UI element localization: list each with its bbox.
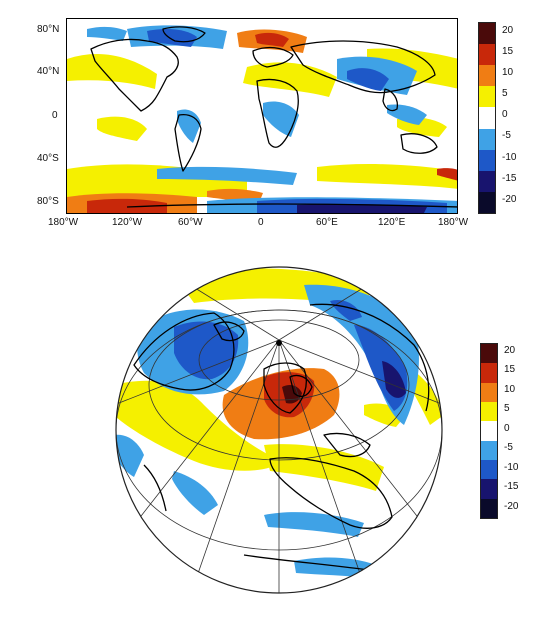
- colorbar-swatch: [479, 128, 495, 150]
- colorbar-swatch: [481, 479, 497, 499]
- lon-label-60w: 60°W: [178, 217, 203, 228]
- lat-label-40s: 40°S: [37, 153, 59, 164]
- equirectangular-map: [66, 18, 458, 214]
- colorbar-bottom-tick: -10: [504, 462, 519, 473]
- globe-svg: [115, 266, 443, 594]
- colorbar-swatch: [481, 498, 497, 518]
- colorbar-bottom-tick: 5: [504, 403, 510, 414]
- polar-globe-map: [114, 265, 444, 595]
- colorbar-swatch: [479, 23, 495, 45]
- lon-label-120e: 120°E: [378, 217, 406, 228]
- lon-label-0: 0: [258, 217, 264, 228]
- colorbar-swatch: [479, 44, 495, 66]
- colorbar-bottom-tick: 15: [504, 364, 516, 375]
- colorbar-bottom-tick: 10: [504, 384, 516, 395]
- colorbar-top-tick: 0: [502, 109, 508, 120]
- colorbar-bottom-tick: -20: [504, 501, 519, 512]
- colorbar-swatch: [481, 460, 497, 480]
- colorbar-top-tick: -5: [502, 130, 511, 141]
- lon-label-60e: 60°E: [316, 217, 338, 228]
- map-field-svg: [67, 25, 457, 213]
- colorbar-top-tick: 10: [502, 67, 514, 78]
- colorbar-swatch: [481, 382, 497, 402]
- lat-label-0: 0: [52, 110, 58, 121]
- colorbar-bottom-swatches: [480, 343, 498, 519]
- colorbar-swatch: [479, 170, 495, 192]
- lon-label-180w: 180°W: [48, 217, 79, 228]
- colorbar-top-tick: -10: [502, 152, 517, 163]
- colorbar-top-tick: 15: [502, 46, 514, 57]
- colorbar-top-tick: 20: [502, 25, 514, 36]
- colorbar-bottom-tick: -5: [504, 442, 513, 453]
- colorbar-swatch: [481, 402, 497, 422]
- colorbar-swatch: [479, 86, 495, 108]
- colorbar-swatch: [479, 107, 495, 129]
- lat-label-80n: 80°N: [37, 24, 60, 35]
- lat-label-40n: 40°N: [37, 66, 60, 77]
- colorbar-swatch: [481, 421, 497, 441]
- colorbar-swatch: [481, 363, 497, 383]
- colorbar-bottom-tick: -15: [504, 481, 519, 492]
- colorbar-swatch: [481, 344, 497, 364]
- colorbar-bottom-tick: 0: [504, 423, 510, 434]
- lat-label-80s: 80°S: [37, 196, 59, 207]
- colorbar-bottom-tick: 20: [504, 345, 516, 356]
- colorbar-top-tick: -20: [502, 194, 517, 205]
- colorbar-swatch: [479, 191, 495, 213]
- lon-label-180w-right: 180°W: [438, 217, 469, 228]
- colorbar-top-tick: -15: [502, 173, 517, 184]
- colorbar-top-tick: 5: [502, 88, 508, 99]
- colorbar-swatch: [481, 440, 497, 460]
- colorbar-swatch: [479, 149, 495, 171]
- colorbar-top-swatches: [478, 22, 496, 214]
- lon-label-120w: 120°W: [112, 217, 143, 228]
- colorbar-swatch: [479, 65, 495, 87]
